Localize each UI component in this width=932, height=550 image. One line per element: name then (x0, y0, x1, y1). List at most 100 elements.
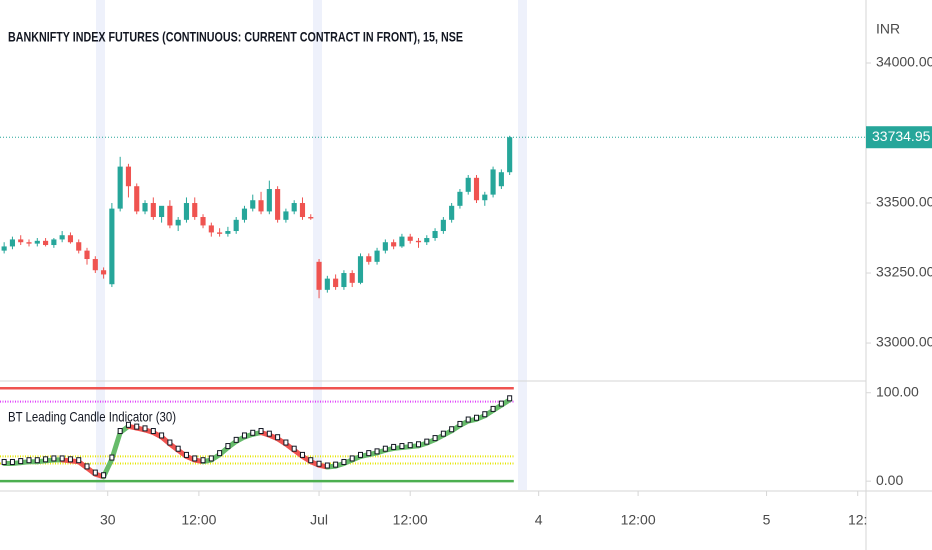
indicator-candle (183, 451, 189, 458)
indicator-candle (415, 441, 421, 448)
candle-body (308, 217, 314, 219)
indicator-candle (9, 458, 15, 465)
session-band (313, 0, 322, 490)
candle-body (399, 236, 405, 247)
candle-body (84, 250, 90, 260)
indicator-candle (457, 420, 463, 427)
candle-body (291, 203, 297, 212)
indicator-candle (167, 439, 173, 446)
indicator-candle (440, 430, 446, 437)
x-tick-label: 4 (535, 512, 543, 528)
indicator-candle (217, 450, 223, 457)
indicator-candle (67, 456, 73, 463)
candle-body (18, 239, 24, 243)
candle-body (382, 242, 388, 251)
indicator-candle (101, 472, 107, 479)
indicator-candle (432, 435, 438, 442)
y-tick-label: 33250.00 (876, 264, 932, 280)
candle-body (159, 205, 165, 218)
indicator-candle (299, 451, 305, 458)
candle-body (341, 273, 347, 288)
x-tick-label: 12:00 (393, 512, 428, 528)
candle-body (51, 239, 57, 246)
indicator-candle (200, 457, 206, 464)
candle-body (175, 219, 181, 226)
indicator-candle (374, 448, 380, 455)
indicator-candle (117, 428, 123, 435)
candle-body (192, 203, 198, 218)
x-tick-label: 30 (100, 512, 116, 528)
indicator-candle (341, 458, 347, 465)
indicator-candle (34, 457, 40, 464)
indicator-candle (159, 432, 165, 439)
candle-body (349, 273, 355, 283)
indicator-candle (357, 451, 363, 458)
session-band (518, 0, 527, 490)
candle-body (366, 256, 372, 262)
indicator-candle (26, 457, 32, 464)
indicator-candle (391, 443, 397, 450)
indicator-candle (241, 432, 247, 439)
indicator-candle (258, 428, 264, 435)
indicator-candle (490, 405, 496, 412)
candle-body (473, 177, 480, 201)
candle-body (92, 259, 98, 271)
candle-body (258, 200, 264, 212)
candle-body (507, 137, 513, 173)
indicator-candle (175, 445, 181, 452)
candle-body (34, 240, 40, 244)
indicator-y-tick-label: 0.00 (876, 472, 903, 488)
candle-body (1, 246, 7, 251)
indicator-candle (109, 454, 115, 461)
y-tick-label: 33500.00 (876, 194, 932, 210)
indicator-candle (308, 457, 314, 464)
indicator-candle (474, 414, 480, 421)
indicator-candle (208, 455, 214, 462)
indicator-candle (283, 439, 289, 446)
indicator-candle (150, 428, 156, 435)
marks (0, 135, 514, 483)
last-price-label: 33734.95 (872, 128, 931, 144)
indicator-candle (84, 463, 90, 470)
candle-body (217, 232, 223, 234)
candle-body (59, 235, 65, 240)
candle-body (490, 169, 496, 195)
indicator-y-tick-label: 100.00 (876, 383, 919, 399)
candle-body (457, 191, 463, 206)
indicator-candle (59, 455, 65, 462)
indicator-candle (449, 426, 455, 433)
candle-body (225, 231, 231, 234)
candle-body (208, 225, 214, 233)
indicator-candle (142, 425, 148, 432)
indicator-candle (465, 416, 471, 423)
indicator-candle (233, 436, 239, 443)
indicator-candle (366, 450, 372, 457)
candle-body (391, 242, 397, 247)
candle-body (117, 166, 123, 209)
candle-body (299, 203, 306, 218)
candle-body (183, 203, 190, 220)
candle-body (9, 239, 15, 247)
indicator-candle (51, 455, 57, 462)
candle-body (407, 236, 413, 241)
candle-body (283, 211, 289, 220)
candle-body (440, 219, 446, 232)
indicator-candle (1, 458, 7, 465)
candle-body (324, 278, 330, 290)
candle-body (67, 235, 74, 243)
indicator-candle (18, 458, 24, 465)
indicator-candle (399, 443, 405, 450)
candle-body (134, 186, 140, 212)
candle-body (333, 278, 339, 288)
candle-body (424, 238, 430, 243)
indicator-candle (382, 445, 388, 452)
indicator-candle (316, 460, 322, 467)
candle-body (316, 261, 322, 290)
indicator-candle (275, 434, 281, 441)
candle-body (374, 250, 380, 262)
indicator-candle (134, 423, 140, 430)
candle-body (250, 200, 256, 209)
candle-body (449, 205, 455, 220)
last-price-box (866, 126, 932, 149)
